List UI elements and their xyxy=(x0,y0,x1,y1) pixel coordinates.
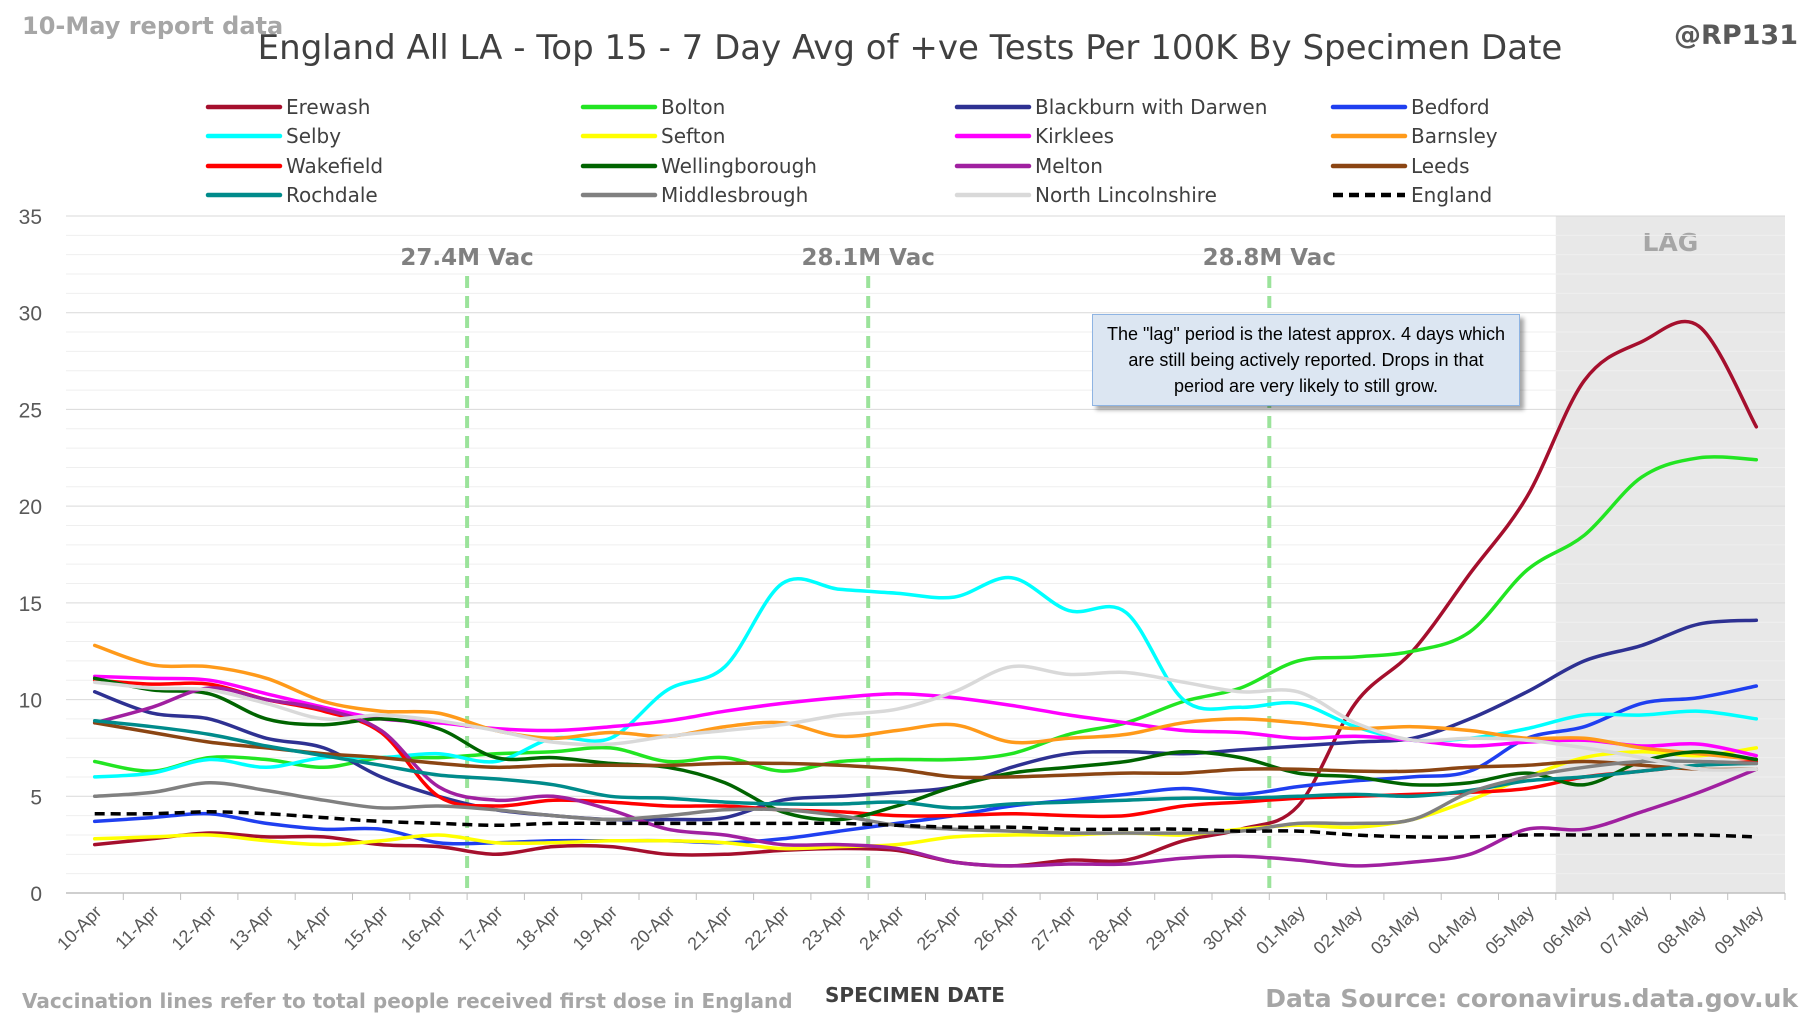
legend-label: Leeds xyxy=(1411,154,1470,178)
y-tick-label: 0 xyxy=(30,883,42,906)
y-tick-label: 10 xyxy=(19,690,42,713)
legend-label: Wellingborough xyxy=(661,154,817,178)
legend-label: Blackburn with Darwen xyxy=(1035,95,1267,119)
data-source: Data Source: coronavirus.data.gov.uk xyxy=(1265,984,1798,1013)
y-tick-label: 35 xyxy=(19,206,42,229)
legend-item: Melton xyxy=(954,154,1103,178)
y-tick-label: 20 xyxy=(19,496,42,519)
series-line-leeds xyxy=(92,721,1759,780)
x-tick-label: 18-Apr xyxy=(512,902,564,954)
x-tick-label: 24-Apr xyxy=(855,902,907,954)
y-tick-label: 30 xyxy=(19,303,42,326)
legend-label: England xyxy=(1411,183,1492,207)
legend-label: Middlesbrough xyxy=(661,183,808,207)
x-tick-label: 15-Apr xyxy=(340,902,392,954)
x-tick-label: 02-May xyxy=(1309,902,1366,959)
series-line-england xyxy=(94,810,1757,839)
series-lines xyxy=(92,319,1759,868)
legend-item: Bolton xyxy=(580,95,725,119)
legend-label: Bedford xyxy=(1411,95,1490,119)
x-tick-label: 01-May xyxy=(1252,902,1309,959)
legend-item: Sefton xyxy=(580,124,725,148)
x-tick-label: 11-Apr xyxy=(111,902,162,953)
x-tick-label: 09-May xyxy=(1711,902,1768,959)
legend-item: Blackburn with Darwen xyxy=(954,95,1267,119)
gridlines xyxy=(66,215,1785,894)
legend-item: Wakefield xyxy=(205,154,383,178)
lag-shading xyxy=(1555,216,1785,893)
x-tick-label: 26-Apr xyxy=(970,902,1022,954)
x-tick-label: 12-Apr xyxy=(168,902,220,954)
x-tick-label: 23-Apr xyxy=(798,902,850,954)
y-tick-label: 25 xyxy=(19,399,42,422)
lag-label: LAG xyxy=(1642,228,1698,257)
series-line-blackburn-with-darwen xyxy=(92,618,1759,822)
vaccination-footnote: Vaccination lines refer to total people … xyxy=(22,989,793,1013)
legend-item: Erewash xyxy=(205,95,370,119)
x-tick-label: 07-May xyxy=(1596,902,1653,959)
series-line-barnsley xyxy=(92,643,1759,762)
y-tick-label: 15 xyxy=(19,593,42,616)
x-tick-label: 14-Apr xyxy=(282,902,334,954)
x-tick-label: 22-Apr xyxy=(741,902,793,954)
legend-label: Kirklees xyxy=(1035,124,1114,148)
x-tick-label: 21-Apr xyxy=(683,902,735,954)
author-tag: @RP131 xyxy=(1674,20,1798,51)
report-date-label: 10-May report data xyxy=(22,12,284,40)
series-line-north-lincolnshire xyxy=(92,664,1759,772)
legend-label: Sefton xyxy=(661,124,725,148)
legend-label: Erewash xyxy=(286,95,370,119)
series-line-sefton xyxy=(92,746,1759,851)
x-tick-label: 05-May xyxy=(1481,902,1538,959)
legend-label: Rochdale xyxy=(286,183,378,207)
legend-item: Leeds xyxy=(1330,154,1470,178)
legend-label: North Lincolnshire xyxy=(1035,183,1217,207)
legend-item: Rochdale xyxy=(205,183,378,207)
legend-item: Selby xyxy=(205,124,341,148)
legend-item: Middlesbrough xyxy=(580,183,808,207)
x-tick-label: 19-Apr xyxy=(569,902,621,954)
series-line-wellingborough xyxy=(92,676,1759,822)
legend-item: England xyxy=(1333,183,1492,207)
legend-item: Barnsley xyxy=(1330,124,1498,148)
x-tick-label: 20-Apr xyxy=(626,902,678,954)
legend-label: Bolton xyxy=(661,95,725,119)
x-tick-label: 03-May xyxy=(1367,902,1424,959)
lag-region: LAG xyxy=(1555,216,1785,893)
legend-label: Wakefield xyxy=(286,154,383,178)
x-tick-label: 04-May xyxy=(1424,902,1481,959)
legend: Erewash Bolton Blackburn with Darwen Bedfor… xyxy=(205,95,1498,207)
x-tick-label: 16-Apr xyxy=(397,902,449,954)
chart-title: England All LA - Top 15 - 7 Day Avg of +… xyxy=(257,28,1563,68)
series-line-melton xyxy=(92,686,1759,868)
legend-item: Bedford xyxy=(1330,95,1490,119)
x-tick-label: 08-May xyxy=(1653,902,1710,959)
vaccination-label: 27.4M Vac xyxy=(400,245,533,271)
y-tick-label: 5 xyxy=(30,786,42,809)
x-axis-title: SPECIMEN DATE xyxy=(825,983,1005,1007)
legend-label: Barnsley xyxy=(1411,124,1498,148)
x-tick-label: 25-Apr xyxy=(913,902,965,954)
x-tick-label: 28-Apr xyxy=(1085,902,1137,954)
x-tick-label: 17-Apr xyxy=(454,902,506,954)
x-tick-label: 06-May xyxy=(1539,902,1596,959)
legend-label: Selby xyxy=(286,124,341,148)
legend-item: Kirklees xyxy=(954,124,1114,148)
x-tick-label: 29-Apr xyxy=(1142,902,1194,954)
legend-item: Wellingborough xyxy=(580,154,817,178)
x-tick-label: 13-Apr xyxy=(225,902,277,954)
lag-note-callout: The "lag" period is the latest approx. 4… xyxy=(1092,314,1520,406)
x-tick-label: 27-Apr xyxy=(1027,902,1079,954)
x-tick-label: 10-Apr xyxy=(53,902,105,954)
legend-label: Melton xyxy=(1035,154,1103,178)
legend-item: North Lincolnshire xyxy=(954,183,1217,207)
vaccination-label: 28.1M Vac xyxy=(802,245,935,271)
vaccination-label: 28.8M Vac xyxy=(1203,245,1336,271)
x-tick-label: 30-Apr xyxy=(1199,902,1251,954)
